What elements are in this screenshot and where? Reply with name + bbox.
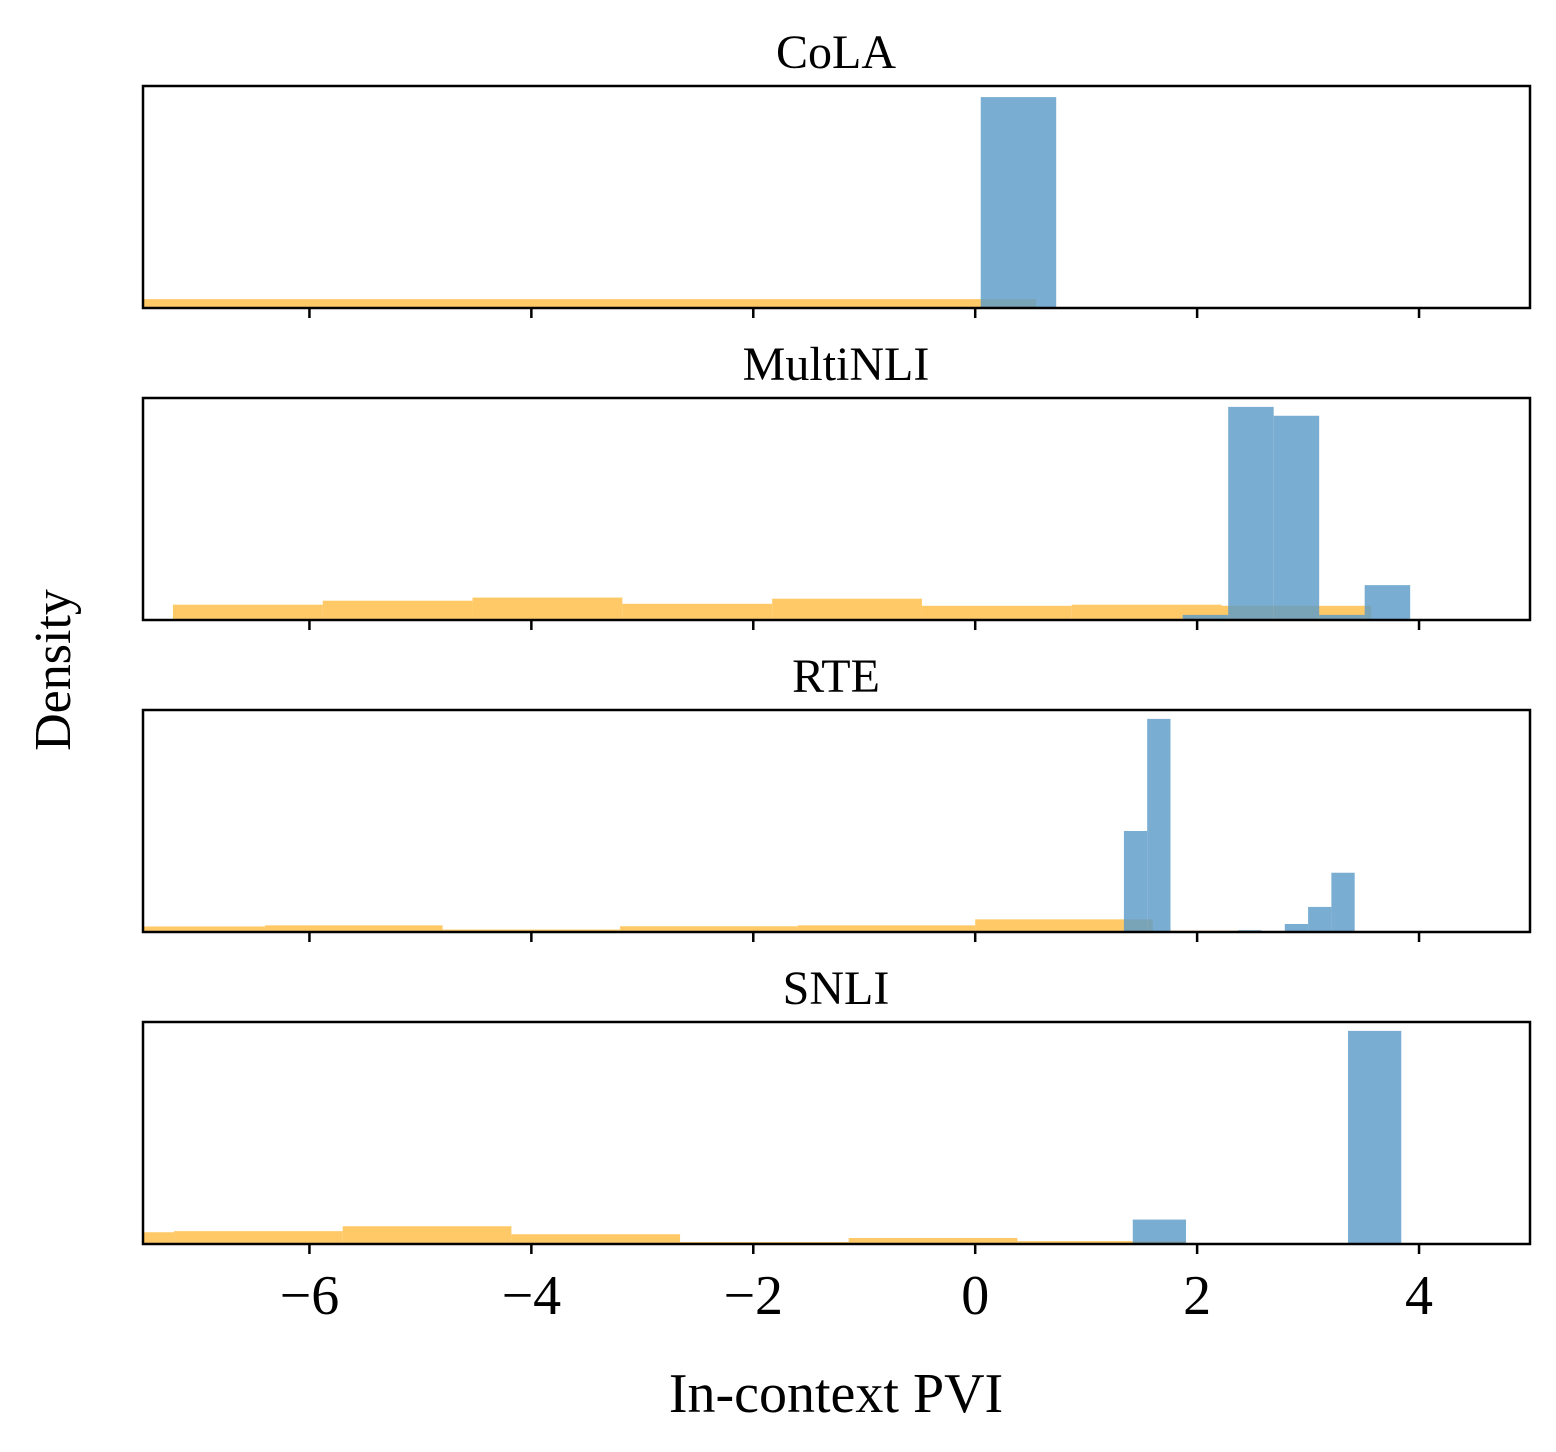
orange-histogram-bar [143,1232,175,1244]
blue-histogram-bar [1182,614,1229,620]
orange-histogram-bar [848,1238,1018,1244]
panel-title: CoLA [776,26,896,79]
x-axis-label: In-context PVI [669,1363,1003,1425]
bars [172,406,1411,620]
blue-histogram-bar [980,97,1057,308]
orange-histogram-bar [342,1226,512,1244]
orange-histogram-bar [172,604,323,620]
x-tick-label: 4 [1405,1265,1433,1327]
panel-title: SNLI [783,962,890,1015]
orange-histogram-bar [143,926,266,932]
orange-histogram-bar [174,1231,343,1244]
panel-multinli: MultiNLI [141,338,1532,630]
orange-histogram-bar [143,299,1037,308]
x-tick-label: 2 [1183,1265,1211,1327]
panel-title: MultiNLI [743,338,930,391]
x-tick-label: −4 [502,1265,562,1327]
blue-histogram-bar [1284,924,1309,932]
orange-histogram-bar [620,926,798,932]
panel-title: RTE [792,650,880,703]
axes-frame [141,396,1532,622]
orange-histogram-bar [921,605,1072,620]
x-tick-label: −2 [723,1265,783,1327]
blue-histogram-bar [1147,718,1171,932]
blue-histogram-bar [1132,1219,1187,1244]
orange-histogram-bar [622,603,773,620]
blue-histogram-bar [1123,830,1148,932]
axes-frame [141,1020,1532,1246]
orange-histogram-bar [265,925,443,932]
orange-histogram-bar [975,919,1153,932]
panel-snli: SNLI −6 −4 −2 0 2 4 [141,962,1532,1327]
bars [143,97,1057,308]
blue-histogram-bar [1319,614,1365,620]
bars [143,1030,1402,1244]
blue-histogram-bar [1364,585,1411,620]
panels-group: CoLA MultiNLI RTE SNLI −6 −4 −2 0 2 4 [141,26,1532,1327]
x-tick-label: −6 [280,1265,340,1327]
bars [143,718,1355,932]
blue-histogram-bar [1331,872,1355,932]
x-tick-label: 0 [961,1265,989,1327]
blue-histogram-bar [1273,415,1320,620]
orange-histogram-bar [472,597,623,620]
axes-frame [141,708,1532,934]
blue-histogram-bar [1228,406,1274,620]
orange-histogram-bar [511,1234,681,1244]
panel-cola: CoLA [141,26,1532,318]
axes-frame [141,84,1532,310]
orange-histogram-bar [322,600,473,620]
y-axis-label: Density [25,589,82,751]
panel-rte: RTE [141,650,1532,942]
orange-histogram-bar [772,598,922,620]
orange-histogram-bar [797,925,976,932]
blue-histogram-bar [1308,906,1332,932]
orange-histogram-bar [1017,1241,1187,1244]
blue-histogram-bar [1348,1030,1402,1244]
